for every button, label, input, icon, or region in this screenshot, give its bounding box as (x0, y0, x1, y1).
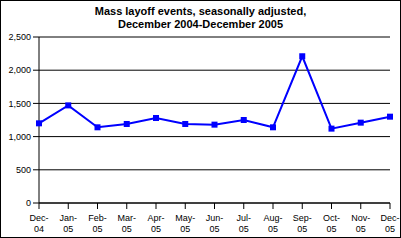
svg-text:Aug-: Aug- (263, 213, 282, 223)
svg-text:05: 05 (326, 224, 336, 234)
svg-text:Mar-: Mar- (118, 213, 137, 223)
svg-text:Jan-: Jan- (59, 213, 77, 223)
svg-text:1,500: 1,500 (8, 99, 31, 109)
svg-text:04: 04 (34, 224, 44, 234)
svg-text:Sep-: Sep- (293, 213, 312, 223)
svg-text:2,000: 2,000 (8, 65, 31, 75)
svg-text:1,000: 1,000 (8, 132, 31, 142)
svg-text:Apr-: Apr- (147, 213, 164, 223)
svg-text:Oct-: Oct- (323, 213, 340, 223)
svg-text:05: 05 (297, 224, 307, 234)
svg-text:05: 05 (239, 224, 249, 234)
svg-text:Dec-: Dec- (29, 213, 48, 223)
svg-text:05: 05 (209, 224, 219, 234)
svg-text:500: 500 (16, 165, 31, 175)
svg-text:05: 05 (356, 224, 366, 234)
svg-text:Feb-: Feb- (88, 213, 107, 223)
svg-text:05: 05 (180, 224, 190, 234)
svg-text:Nov-: Nov- (351, 213, 370, 223)
svg-text:May-: May- (175, 213, 195, 223)
svg-text:0: 0 (26, 198, 31, 208)
svg-text:Jul-: Jul- (236, 213, 251, 223)
svg-text:05: 05 (385, 224, 393, 234)
svg-text:05: 05 (63, 224, 73, 234)
html-text:Mass layoff events, seasonally: Mass layoff events, seasonally adjusted,… (94, 5, 307, 30)
svg-text:05: 05 (151, 224, 161, 234)
svg-text:05: 05 (122, 224, 132, 234)
svg-text:05: 05 (268, 224, 278, 234)
svg-text:2,500: 2,500 (8, 32, 31, 42)
svg-text:Jun-: Jun- (206, 213, 224, 223)
svg-text:Dec-: Dec- (380, 213, 393, 223)
svg-text:05: 05 (92, 224, 102, 234)
